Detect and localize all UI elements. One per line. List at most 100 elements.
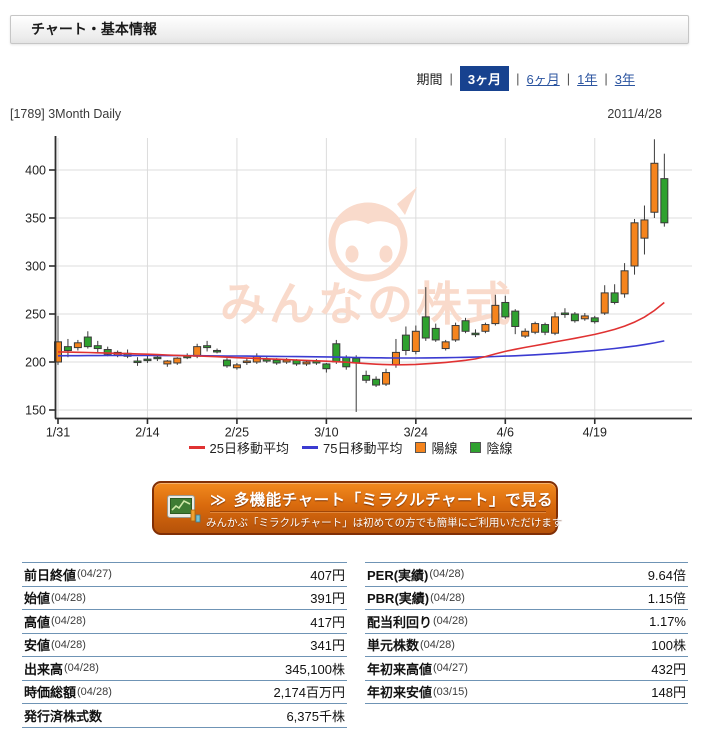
table-row-left-4: 出来高 (04/28) 345,100株 xyxy=(22,657,347,681)
row-label: 単元株数 xyxy=(367,638,420,654)
table-row-left-1: 始値 (04/28) 391円 xyxy=(22,587,347,610)
x-axis-label: 4/19 xyxy=(583,426,607,440)
page-title: チャート・基本情報 xyxy=(31,21,157,37)
table-row-right-2: 配当利回り (04/28) 1.17% xyxy=(365,610,688,634)
row-date: (04/28) xyxy=(77,685,112,698)
ma75-line xyxy=(57,340,665,359)
row-label: 始値 xyxy=(24,591,51,607)
legend-item-1: 75日移動平均 xyxy=(301,438,403,457)
period-option-3[interactable]: 3年 xyxy=(614,72,635,87)
x-axis-label: 2/14 xyxy=(135,426,159,440)
legend-label: 75日移動平均 xyxy=(322,441,403,456)
row-value: 9.64倍 xyxy=(647,567,686,583)
row-date: (04/27) xyxy=(433,662,468,675)
period-separator: | xyxy=(516,71,520,86)
chart-date: 2011/4/28 xyxy=(607,107,662,121)
table-row-left-5: 時価総額 (04/28) 2,174百万円 xyxy=(22,681,347,704)
row-label: 年初来高値 xyxy=(367,661,433,677)
x-axis-label: 2/25 xyxy=(225,426,249,440)
y-axis-label: 300 xyxy=(25,260,46,274)
row-date: (04/28) xyxy=(430,591,465,604)
candle-swatch-icon xyxy=(470,442,482,453)
row-date: (04/28) xyxy=(51,638,86,651)
section-header-bar: チャート・基本情報 xyxy=(10,15,689,44)
table-row-left-6: 発行済株式数 6,375千株 xyxy=(22,704,347,728)
row-label: 年初来安値 xyxy=(367,685,433,701)
chart-legend: 25日移動平均 75日移動平均 陽線 陰線 xyxy=(0,438,701,457)
y-axis-label: 250 xyxy=(25,308,46,322)
period-options: | 3ヶ月 | 6ヶ月 | 1年 | 3年 xyxy=(449,66,635,91)
row-date: (04/27) xyxy=(77,568,112,581)
row-value: 407円 xyxy=(310,567,345,583)
legend-item-3: 陰線 xyxy=(470,438,512,457)
row-value: 345,100株 xyxy=(285,661,345,677)
stock-info-table-left: 前日終値 (04/27) 407円 始値 (04/28) 391円 高値 (04/28) 417… xyxy=(22,562,347,728)
table-row-right-4: 年初来高値 (04/27) 432円 xyxy=(365,657,688,681)
period-separator: | xyxy=(566,71,571,86)
ma-line-swatch-icon xyxy=(301,446,318,449)
candlestick-chart: みんなの株式 150 200 250 300 350 400 1/31 2/14 2/25 3/10… xyxy=(0,130,701,455)
watermark-mascot-icon xyxy=(328,187,417,282)
row-label: 出来高 xyxy=(24,661,64,677)
row-date: (03/15) xyxy=(433,685,468,698)
x-axis-label: 4/6 xyxy=(497,426,514,440)
candle-swatch-icon xyxy=(415,442,427,453)
row-date: (04/28) xyxy=(51,615,86,628)
x-axis-label: 3/10 xyxy=(314,426,338,440)
row-date: (04/28) xyxy=(64,662,99,675)
candles xyxy=(54,139,669,412)
period-option-0[interactable]: 3ヶ月 xyxy=(459,66,510,91)
row-value: 341円 xyxy=(310,638,345,654)
banner-sub-text: みんかぶ「ミラクルチャート」は初めての方でも簡単にご利用いただけます xyxy=(206,517,563,529)
row-label: PBR(実績) xyxy=(367,591,430,607)
chart-title: [1789] 3Month Daily xyxy=(10,107,122,121)
y-axis-label: 350 xyxy=(25,212,46,226)
row-value: 432円 xyxy=(651,661,686,677)
row-value: 391円 xyxy=(310,591,345,607)
x-axis-label: 3/24 xyxy=(404,426,428,440)
row-value: 1.15倍 xyxy=(647,591,686,607)
table-row-right-0: PER(実績) (04/28) 9.64倍 xyxy=(365,563,688,587)
period-separator: | xyxy=(604,71,608,86)
y-axis-label: 400 xyxy=(25,164,46,178)
table-row-right-3: 単元株数 (04/28) 100株 xyxy=(365,634,688,657)
row-label: 発行済株式数 xyxy=(24,708,103,724)
table-row-left-2: 高値 (04/28) 417円 xyxy=(22,610,347,634)
legend-item-0: 25日移動平均 xyxy=(188,438,289,457)
legend-item-2: 陽線 xyxy=(415,438,457,457)
row-value: 1.17% xyxy=(649,613,686,629)
row-label: 安値 xyxy=(24,638,51,654)
table-row-left-3: 安値 (04/28) 341円 xyxy=(22,634,347,657)
row-value: 100株 xyxy=(651,638,686,654)
row-value: 148円 xyxy=(651,685,686,701)
banner-divider xyxy=(210,511,546,513)
row-label: PER(実績) xyxy=(367,567,429,583)
ma25-line xyxy=(57,301,665,366)
period-option-1[interactable]: 6ヶ月 xyxy=(526,72,560,87)
row-label: 高値 xyxy=(24,614,51,630)
banner-main-text: ≫ 多機能チャート「ミラクルチャート」で見る xyxy=(210,492,553,509)
legend-label: 陰線 xyxy=(486,441,513,456)
row-date: (04/28) xyxy=(51,591,86,604)
row-value: 417円 xyxy=(310,614,345,630)
banner-arrow-icon: ≫ xyxy=(210,492,227,509)
legend-label: 陽線 xyxy=(431,441,458,456)
row-date: (04/28) xyxy=(429,568,465,581)
period-option-2[interactable]: 1年 xyxy=(577,72,598,87)
banner-chart-icon xyxy=(167,494,201,530)
row-date: (04/28) xyxy=(433,615,468,628)
row-label: 前日終値 xyxy=(24,567,77,583)
row-label: 配当利回り xyxy=(367,614,433,630)
stock-info-table-right: PER(実績) (04/28) 9.64倍 PBR(実績) (04/28) 1.15倍 配当… xyxy=(365,562,688,704)
row-label: 時価総額 xyxy=(24,685,77,701)
miracle-chart-banner[interactable]: ≫ 多機能チャート「ミラクルチャート」で見る みんかぶ「ミラクルチャート」は初めて… xyxy=(152,481,563,535)
period-label: 期間 xyxy=(416,72,443,87)
y-axis-label: 150 xyxy=(25,404,46,418)
legend-label: 25日移動平均 xyxy=(209,441,289,456)
y-axis-label: 200 xyxy=(25,356,46,370)
row-value: 6,375千株 xyxy=(286,708,345,724)
table-row-left-0: 前日終値 (04/27) 407円 xyxy=(22,563,347,587)
table-row-right-1: PBR(実績) (04/28) 1.15倍 xyxy=(365,587,688,610)
period-separator: | xyxy=(449,71,453,86)
